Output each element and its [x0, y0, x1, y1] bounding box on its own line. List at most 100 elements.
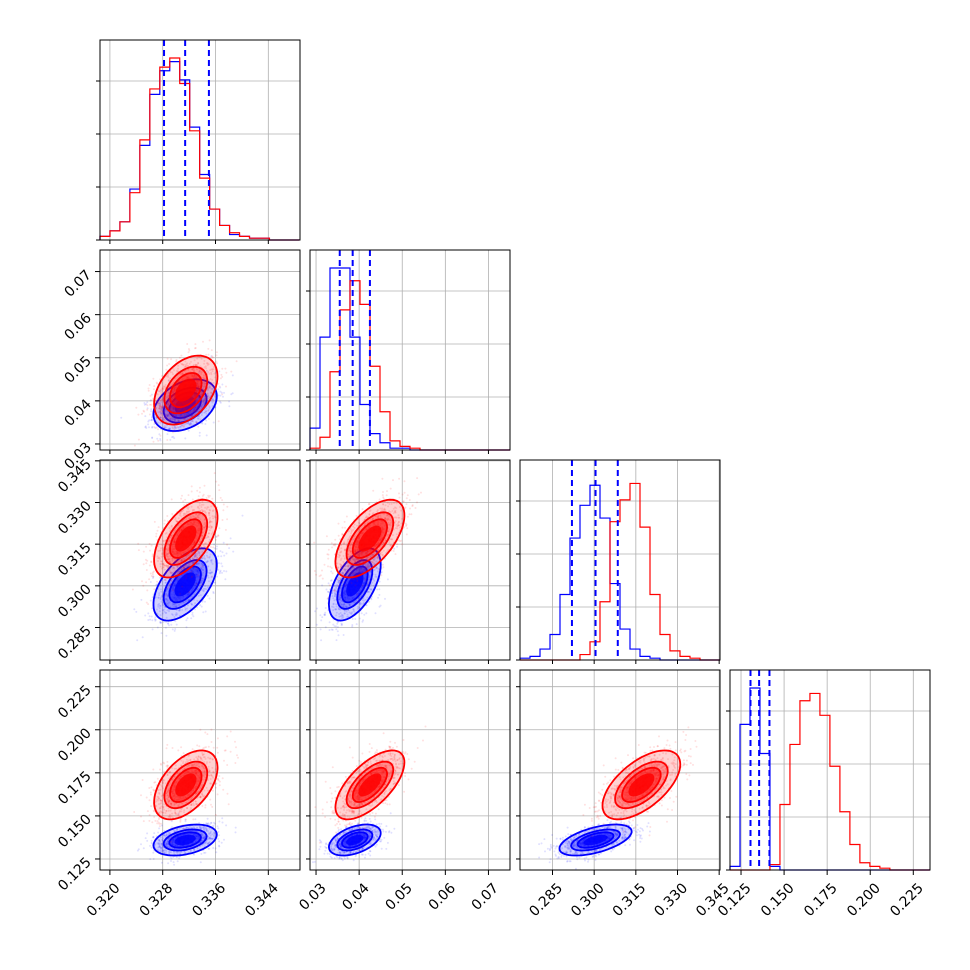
- sample-point: [160, 391, 163, 394]
- sample-point: [203, 510, 206, 513]
- sample-point: [180, 567, 183, 570]
- sample-point: [167, 558, 170, 561]
- sample-point: [188, 349, 191, 352]
- sample-point: [340, 599, 343, 602]
- sample-point: [336, 622, 339, 625]
- sample-point: [379, 604, 382, 607]
- sample-point: [162, 393, 164, 396]
- sample-point: [159, 416, 162, 419]
- sample-point: [193, 555, 196, 558]
- sample-point: [160, 560, 162, 563]
- sample-point: [181, 585, 184, 588]
- sample-point: [213, 547, 216, 550]
- sample-point: [225, 570, 228, 573]
- sample-point: [231, 374, 234, 377]
- sample-point: [214, 581, 217, 584]
- sample-point: [203, 542, 206, 545]
- sample-point: [161, 412, 164, 415]
- sample-point: [175, 605, 177, 608]
- sample-point: [226, 505, 229, 508]
- sample-point: [201, 574, 204, 577]
- sample-point: [191, 368, 194, 371]
- sample-point: [207, 506, 210, 509]
- sample-point: [204, 600, 206, 603]
- sample-point: [323, 614, 326, 617]
- sample-point: [145, 427, 148, 429]
- sample-point: [160, 407, 163, 410]
- sample-point: [202, 374, 205, 377]
- sample-point: [161, 405, 164, 408]
- sample-point: [382, 497, 385, 500]
- sample-point: [175, 614, 178, 617]
- sample-point: [172, 414, 175, 417]
- sample-point: [339, 615, 342, 618]
- histogram-red-series: [99, 57, 300, 241]
- sample-point: [169, 427, 171, 430]
- sample-point: [374, 573, 377, 576]
- sample-point: [147, 387, 150, 390]
- sample-point: [185, 565, 188, 568]
- sample-point: [338, 608, 341, 611]
- sample-point: [156, 400, 159, 403]
- sample-point: [164, 578, 166, 581]
- sample-point: [165, 548, 168, 551]
- sample-point: [191, 509, 194, 511]
- sample-point: [187, 604, 189, 607]
- sample-point: [203, 359, 206, 362]
- sample-point: [145, 403, 148, 406]
- sample-point: [337, 596, 340, 599]
- sample-point: [366, 584, 369, 587]
- sample-point: [181, 363, 184, 365]
- sample-point: [315, 623, 318, 626]
- sample-point: [354, 584, 357, 587]
- sample-point: [179, 522, 182, 525]
- contour-red: [163, 511, 209, 566]
- sample-point: [189, 422, 192, 425]
- sample-point: [177, 517, 180, 520]
- sample-point: [206, 551, 208, 554]
- sample-point: [331, 605, 334, 608]
- sample-point: [207, 496, 210, 499]
- sample-point: [218, 572, 221, 575]
- sample-point: [210, 387, 213, 390]
- sample-point: [176, 453, 178, 455]
- sample-point: [199, 513, 201, 516]
- sample-point: [168, 624, 170, 627]
- sample-point: [145, 581, 148, 584]
- sample-point: [212, 546, 215, 549]
- sample-point: [357, 558, 360, 561]
- sample-point: [222, 541, 225, 544]
- sample-point: [339, 596, 342, 599]
- sample-point: [153, 423, 156, 425]
- sample-point: [171, 426, 174, 429]
- sample-point: [167, 395, 170, 398]
- sample-point: [207, 532, 210, 535]
- sample-point: [200, 581, 203, 584]
- sample-point: [335, 639, 338, 642]
- sample-point: [203, 397, 206, 400]
- sample-point: [200, 508, 203, 511]
- sample-point: [370, 588, 373, 591]
- sample-point: [183, 512, 186, 515]
- sample-point: [180, 409, 183, 412]
- sample-point: [203, 555, 206, 557]
- sample-point: [170, 524, 173, 527]
- sample-point: [165, 564, 168, 567]
- sample-point: [159, 408, 162, 411]
- sample-point: [174, 418, 177, 421]
- sample-point: [207, 536, 210, 539]
- sample-point: [155, 583, 158, 586]
- sample-point: [158, 407, 161, 409]
- sample-point: [196, 368, 199, 371]
- sample-point: [159, 439, 162, 442]
- sample-point: [163, 606, 166, 609]
- sample-point: [351, 625, 354, 628]
- sample-point: [329, 579, 332, 582]
- sample-point: [341, 617, 343, 620]
- sample-point: [204, 379, 207, 382]
- panel-content: [313, 477, 422, 642]
- sample-point: [187, 429, 190, 432]
- sample-point: [167, 379, 170, 382]
- sample-point: [212, 385, 215, 388]
- sample-point: [146, 559, 149, 562]
